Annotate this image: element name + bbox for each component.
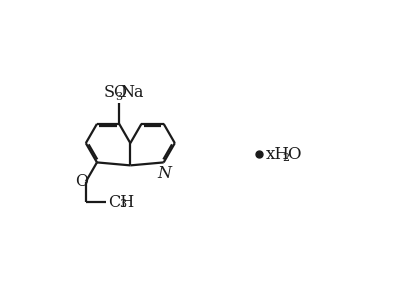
- Text: SO: SO: [103, 84, 127, 101]
- Text: 2: 2: [282, 153, 289, 163]
- Text: O: O: [75, 173, 88, 190]
- Text: N: N: [157, 165, 171, 182]
- Text: 3: 3: [119, 199, 126, 209]
- Text: CH: CH: [107, 194, 134, 211]
- Text: xH: xH: [265, 146, 290, 163]
- Text: 3: 3: [115, 92, 122, 102]
- Text: O: O: [287, 146, 300, 163]
- Text: Na: Na: [119, 84, 143, 101]
